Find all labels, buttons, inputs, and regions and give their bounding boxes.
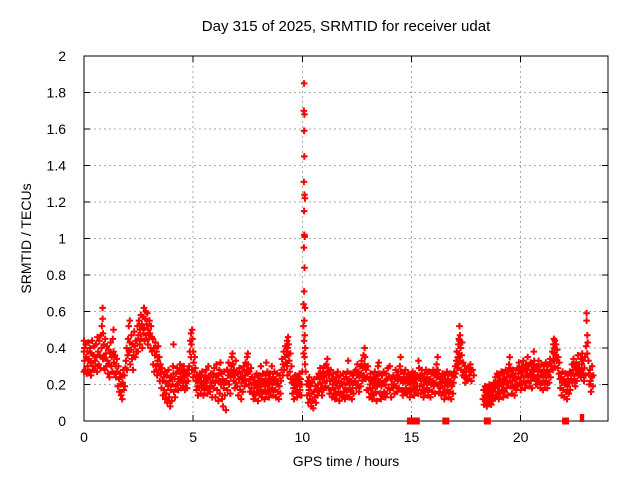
gridlines: [84, 56, 608, 421]
scatter-layer: [80, 80, 597, 425]
y-tick-label: 1.8: [47, 85, 67, 101]
zero-marker-square: [442, 417, 450, 425]
zero-marker-square: [412, 417, 420, 425]
x-tick-label: 10: [295, 429, 311, 445]
y-tick-label: 0.4: [47, 340, 67, 356]
y-tick-label: 0.8: [47, 267, 67, 283]
y-tick-label: 0.2: [47, 377, 67, 393]
y-axis-label: SRMTID / TECUs: [18, 183, 34, 293]
y-tick-label: 1: [58, 231, 66, 247]
x-tick-label: 15: [404, 429, 420, 445]
y-tick-label: 2: [58, 48, 66, 64]
scatter-points: [80, 80, 597, 414]
y-tick-label: 1.2: [47, 194, 67, 210]
y-tick-label: 0.6: [47, 304, 67, 320]
y-tick-label: 1.4: [47, 158, 67, 174]
tick-labels: 0 5 10 15 20 0 0.2 0.4 0.6 0.8 1 1.2 1.4 1.6 1.8 2: [47, 48, 529, 445]
y-tick-label: 0: [58, 413, 66, 429]
zero-marker-bar: [582, 414, 585, 422]
x-tick-label: 0: [80, 429, 88, 445]
chart-title: Day 315 of 2025, SRMTID for receiver uda…: [202, 18, 491, 35]
zero-marker-square: [562, 417, 570, 425]
zero-marker-square: [483, 417, 491, 425]
x-tick-label: 20: [513, 429, 529, 445]
x-tick-label: 5: [189, 429, 197, 445]
zero-marker-square: [406, 417, 414, 425]
y-tick-label: 1.6: [47, 121, 67, 137]
zero-marker-bar: [579, 414, 582, 422]
x-axis-label: GPS time / hours: [293, 453, 400, 469]
